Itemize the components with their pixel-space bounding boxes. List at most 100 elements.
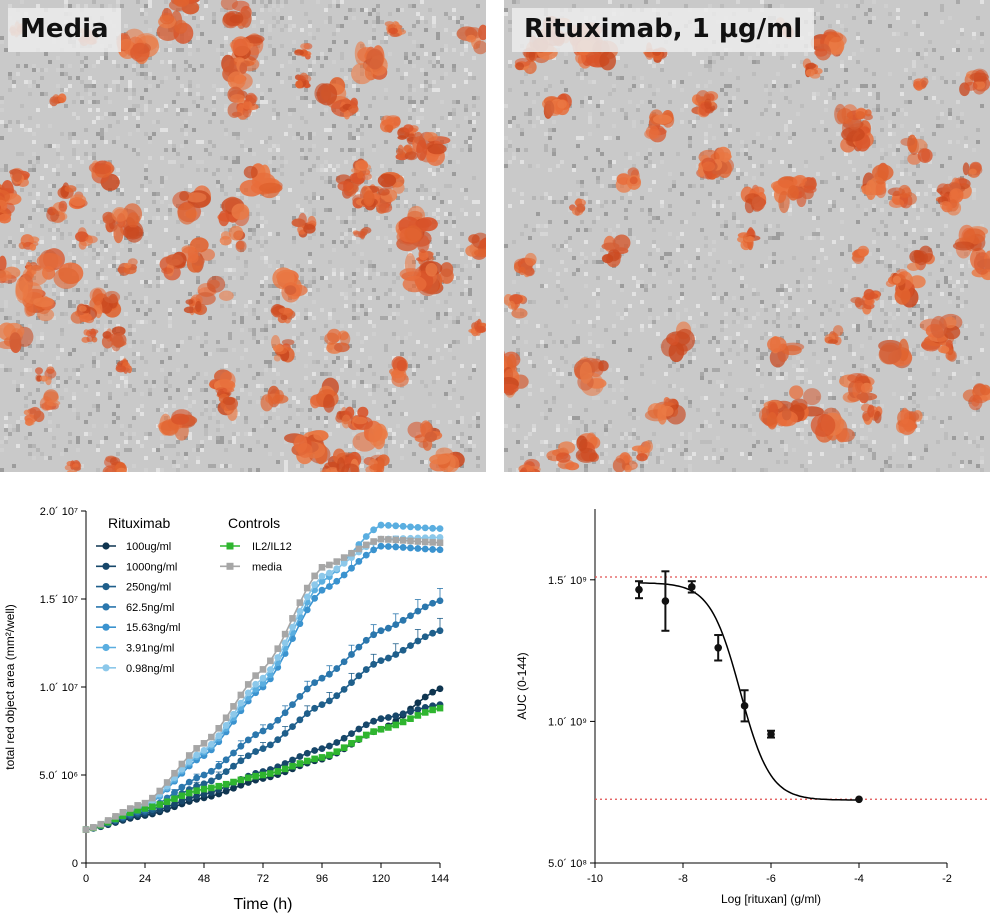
micrograph-speckle [120,432,124,436]
micrograph-speckle [128,80,132,84]
micrograph-speckle [120,76,124,80]
micrograph-speckle [784,376,788,380]
micrograph-speckle [884,224,888,228]
micrograph-speckle [932,152,936,156]
micrograph-speckle [732,268,736,272]
micrograph-speckle [688,144,692,148]
micrograph-speckle [372,384,376,388]
red-cell-cluster [185,299,194,305]
micrograph-speckle [220,44,224,48]
micrograph-speckle [28,168,32,172]
micrograph-speckle [520,80,524,84]
micrograph-speckle [288,124,292,128]
micrograph-speckle [724,224,728,228]
micrograph-speckle [304,376,308,380]
micrograph-speckle [732,168,736,172]
micrograph-speckle [876,368,880,372]
micrograph-speckle [352,292,356,296]
micrograph-speckle [476,420,480,424]
micrograph-speckle [864,84,868,88]
micrograph-speckle [68,132,72,136]
micrograph-speckle [740,148,744,152]
micrograph-speckle [828,360,832,364]
micrograph-speckle [28,452,32,456]
micrograph-speckle [980,224,984,228]
micrograph-speckle [28,216,32,220]
micrograph-speckle [148,4,152,8]
micrograph-speckle [400,296,404,300]
red-cell-cluster [174,19,188,34]
micrograph-speckle [748,156,752,160]
micrograph-speckle [176,76,180,80]
micrograph-speckle [784,372,788,376]
micrograph-speckle [648,452,652,456]
micrograph-speckle [268,148,272,152]
micrograph-speckle [468,436,472,440]
micrograph-speckle [24,396,28,400]
micrograph-speckle [204,428,208,432]
micrograph-speckle [408,96,412,100]
micrograph-speckle [868,92,872,96]
micrograph-speckle [96,260,100,264]
micrograph-speckle [44,320,48,324]
micrograph-speckle [708,252,712,256]
micrograph-speckle [368,276,372,280]
micrograph-speckle [476,424,480,428]
micrograph-speckle [184,464,188,468]
micrograph-speckle [948,300,952,304]
micrograph-speckle [204,388,208,392]
micrograph-speckle [668,232,672,236]
micrograph-speckle [188,44,192,48]
micrograph-speckle [764,264,768,268]
micrograph-speckle [56,172,60,176]
micrograph-speckle [224,284,228,288]
micrograph-speckle [600,184,604,188]
micrograph-speckle [152,132,156,136]
micrograph-speckle [608,276,612,280]
micrograph-speckle [16,120,20,124]
micrograph-speckle [708,340,712,344]
micrograph-speckle [780,4,784,8]
micrograph-speckle [100,440,104,444]
micrograph-speckle [712,136,716,140]
micrograph-speckle [856,60,860,64]
micrograph-speckle [364,8,368,12]
micrograph-speckle [424,88,428,92]
micrograph-speckle [628,436,632,440]
micrograph-speckle [352,208,356,212]
micrograph-speckle [596,200,600,204]
micrograph-speckle [652,432,656,436]
micrograph-speckle [92,256,96,260]
micrograph-speckle [144,104,148,108]
micrograph-speckle [388,412,392,416]
micrograph-speckle [388,168,392,172]
micrograph-speckle [704,264,708,268]
micrograph-speckle [288,108,292,112]
micrograph-speckle [68,232,72,236]
micrograph-speckle [224,268,228,272]
micrograph-speckle [804,316,808,320]
micrograph-speckle [136,440,140,444]
micrograph-speckle [160,344,164,348]
micrograph-speckle [260,100,264,104]
micrograph-speckle [168,60,172,64]
micrograph-speckle [164,0,168,4]
micrograph-speckle [176,92,180,96]
micrograph-speckle [64,368,68,372]
micrograph-speckle [304,40,308,44]
micrograph-speckle [892,132,896,136]
micrograph-speckle [32,164,36,168]
micrograph-speckle [504,396,508,400]
micrograph-speckle [260,424,264,428]
micrograph-speckle [940,20,944,24]
micrograph-speckle [16,72,20,76]
micrograph-speckle [164,380,168,384]
micrograph-speckle [204,4,208,8]
micrograph-speckle [440,356,444,360]
micrograph-speckle [660,60,664,64]
micrograph-speckle [608,228,612,232]
micrograph-speckle [384,444,388,448]
micrograph-speckle [396,68,400,72]
micrograph-speckle [444,72,448,76]
micrograph-speckle [852,352,856,356]
